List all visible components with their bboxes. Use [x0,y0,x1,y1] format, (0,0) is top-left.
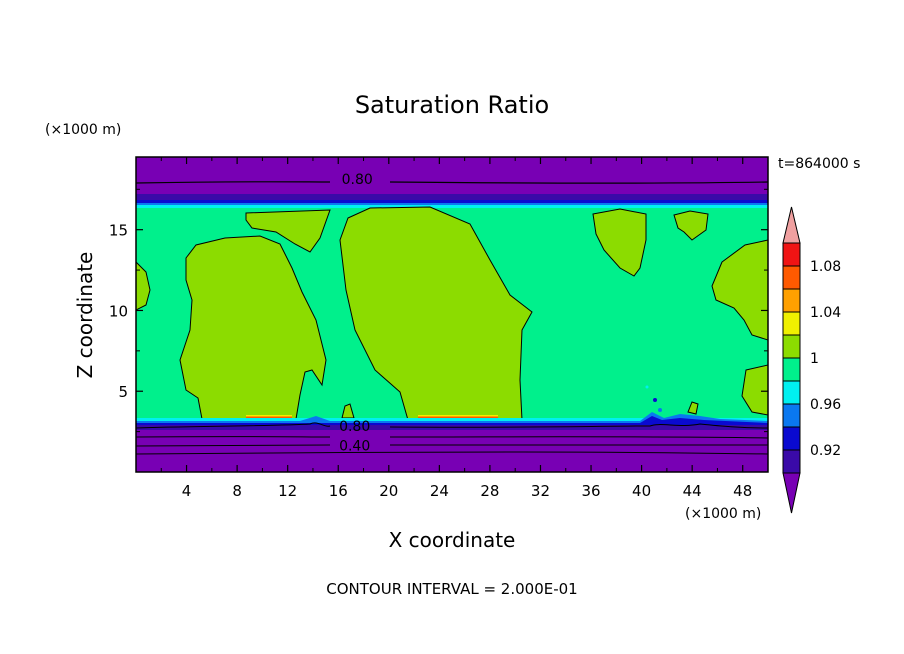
y-tick-label: 10 [109,302,128,320]
cloud-region [339,206,533,421]
cloud-region [592,208,647,277]
cloud-region [136,261,151,311]
plot-frame [135,156,769,473]
plot-area [136,157,768,472]
colorbar-segment [782,449,801,474]
x-tick-label: 36 [581,482,600,500]
colorbar-tick-label: 0.96 [810,397,841,413]
moisture-speck [645,385,649,389]
colorbar-segment [782,265,801,290]
upper-transition-light [136,203,768,205]
cloud-region [741,364,768,416]
colorbar-over-arrow [782,206,801,244]
chart-title: Saturation Ratio [355,91,549,119]
x-tick-label: 8 [232,482,242,500]
lower-dry-layer [136,425,768,472]
time-label: t=864000 s [778,156,860,172]
upper-transition-cyan [136,205,768,208]
contour-interval-label: CONTOUR INTERVAL = 2.000E-01 [326,580,577,598]
moisture-speck [658,408,662,412]
cloud-region [687,401,699,415]
x-tick-label: 28 [480,482,499,500]
colorbar: 0.92 0.96 1 1.04 1.08 [782,206,841,514]
high-saturation-streak [418,415,498,417]
cloud-region [245,209,331,253]
contour-label: 0.40 [339,439,370,455]
x-tick-label: 4 [182,482,192,500]
x-tick-label: 32 [531,482,550,500]
colorbar-segment [782,357,801,382]
contour-label: 0.80 [342,172,373,188]
x-tick-label: 20 [379,482,398,500]
x-unit-label: (×1000 m) [685,506,761,522]
high-saturation-streak [418,416,498,419]
colorbar-segment [782,311,801,336]
high-saturation-streak [246,415,292,417]
x-tick-label: 48 [733,482,752,500]
y-tick-label: 15 [109,222,128,240]
x-tick-label: 24 [430,482,449,500]
high-saturation-streak [246,416,292,419]
contour-line [136,422,768,429]
x-tick-label: 44 [683,482,702,500]
cloud-region [179,235,327,420]
y-unit-label: (×1000 m) [45,122,121,138]
x-axis: 4 8 12 16 20 24 28 32 36 40 44 48 [160,157,752,500]
colorbar-under-arrow [782,472,801,514]
colorbar-segment [782,403,801,428]
cloud-region [673,210,709,241]
lower-transition-blue [136,412,768,426]
colorbar-tick-label: 1.08 [810,259,841,275]
contour-label: 0.80 [339,419,370,435]
colorbar-segment [782,242,801,267]
colorbar-tick-label: 1.04 [810,305,841,321]
colorbar-segment [782,380,801,405]
contour-line [136,436,768,439]
moisture-speck [653,398,657,402]
upper-transition-dark [136,194,768,200]
y-tick-label: 5 [118,383,128,401]
colorbar-segment [782,288,801,313]
contour-labels: 0.80 0.80 0.40 [339,172,373,455]
y-axis-label: Z coordinate [73,252,97,379]
contour-line [136,181,768,184]
colorbar-tick-label: 1 [810,351,819,367]
cloud-region [711,239,768,341]
x-tick-label: 40 [632,482,651,500]
colorbar-segment [782,334,801,359]
y-axis: 5 10 15 [109,188,768,433]
x-tick-label: 12 [278,482,297,500]
x-tick-label: 16 [329,482,348,500]
upper-transition-blue [136,200,768,203]
x-axis-label: X coordinate [389,528,516,552]
colorbar-tick-label: 0.92 [810,443,841,459]
contour-line [136,451,768,455]
colorbar-segment [782,426,801,451]
